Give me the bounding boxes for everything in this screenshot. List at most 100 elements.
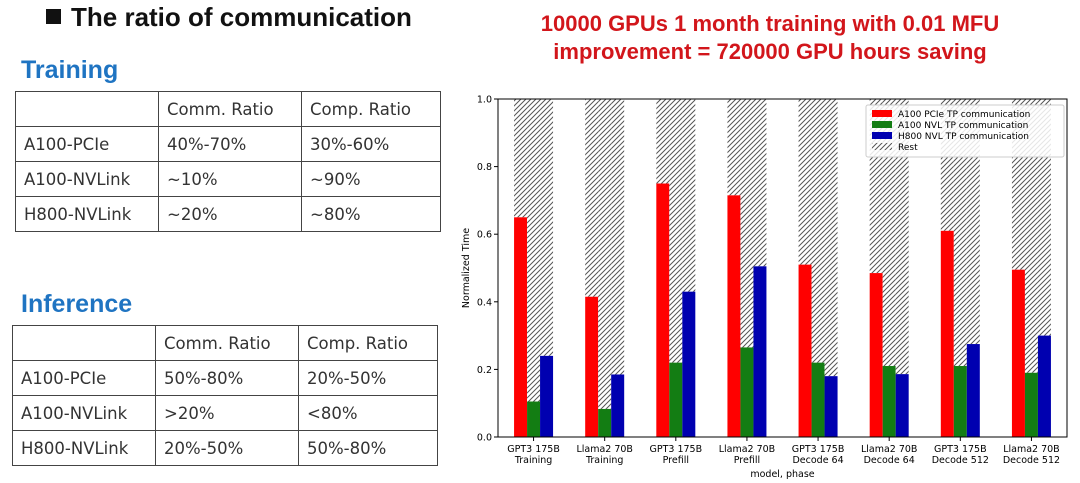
rest-bar [740, 99, 754, 348]
series-bar [540, 355, 554, 437]
x-tick-label: Prefill [663, 455, 689, 466]
table-row: H800-NVLink 20%-50% 50%-80% [12, 430, 438, 466]
inference-ratio-table: Comm. Ratio Comp. Ratio A100-PCIe 50%-80… [12, 325, 438, 466]
highlight-line-2: improvement = 720000 GPU hours saving [553, 39, 987, 64]
table-cell: ~20% [158, 196, 302, 232]
series-bar [953, 366, 967, 437]
table-cell: H800-NVLink [15, 196, 159, 232]
square-bullet-icon [46, 9, 61, 24]
table-header-cell [15, 91, 159, 127]
x-tick-label: Llama2 70B [1003, 444, 1060, 455]
series-bar [514, 217, 528, 437]
highlight-line-1: 10000 GPUs 1 month training with 0.01 MF… [540, 11, 1000, 36]
highlight-callout: 10000 GPUs 1 month training with 0.01 MF… [470, 10, 1070, 66]
slide-title-text: The ratio of communication [71, 2, 412, 32]
table-cell: 30%-60% [301, 126, 441, 162]
series-bar [1037, 335, 1051, 437]
table-header-row: Comm. Ratio Comp. Ratio [12, 325, 438, 361]
table-cell: A100-PCIe [15, 126, 159, 162]
table-cell: 20%-50% [298, 360, 438, 396]
y-tick-label: 0.2 [477, 365, 492, 376]
table-header-cell [12, 325, 156, 361]
inference-section-title: Inference [21, 290, 133, 318]
series-bar [611, 374, 625, 437]
rest-bar [527, 99, 541, 402]
x-tick-label: Training [585, 455, 624, 466]
table-cell: 50%-80% [155, 360, 299, 396]
rest-bar [727, 99, 741, 196]
x-tick-label: Decode 512 [1003, 455, 1060, 466]
table-row: H800-NVLink ~20% ~80% [15, 196, 441, 232]
x-tick-label: Decode 64 [792, 455, 843, 466]
rest-bar [882, 99, 896, 367]
table-cell: <80% [298, 395, 438, 431]
rest-bar [540, 99, 554, 356]
table-cell: 20%-50% [155, 430, 299, 466]
rest-bar [811, 99, 825, 363]
series-bar [869, 273, 883, 437]
training-ratio-table: Comm. Ratio Comp. Ratio A100-PCIe 40%-70… [15, 91, 441, 232]
series-bar [682, 291, 696, 437]
legend-swatch [872, 110, 892, 117]
x-tick-label: GPT3 175B [650, 444, 703, 455]
x-tick-label: Llama2 70B [719, 444, 776, 455]
rest-bar [966, 99, 980, 345]
rest-bar [611, 99, 625, 375]
legend-label: Rest [898, 143, 918, 153]
series-bar [740, 347, 754, 437]
x-tick-label: Decode 512 [932, 455, 989, 466]
table-cell: ~90% [301, 161, 441, 197]
series-bar [1024, 372, 1038, 437]
table-row: A100-PCIe 40%-70% 30%-60% [15, 126, 441, 162]
series-bar [798, 264, 812, 437]
series-bar [727, 195, 741, 437]
series-bar [753, 266, 767, 437]
series-bar [882, 366, 896, 437]
rest-bar [824, 99, 838, 377]
y-tick-label: 0.0 [477, 433, 492, 444]
table-cell: 50%-80% [298, 430, 438, 466]
rest-bar [1037, 99, 1051, 336]
training-section-title: Training [21, 56, 119, 84]
x-tick-label: Decode 64 [864, 455, 915, 466]
rest-bar [656, 99, 670, 184]
table-row: A100-NVLink ~10% ~90% [15, 161, 441, 197]
legend-swatch [872, 121, 892, 128]
x-axis-label: model, phase [750, 469, 814, 480]
x-tick-label: GPT3 175B [934, 444, 987, 455]
series-bar [824, 376, 838, 437]
rest-bar [895, 99, 909, 375]
y-tick-label: 0.6 [477, 230, 492, 241]
table-cell: A100-NVLink [15, 161, 159, 197]
table-cell: ~10% [158, 161, 302, 197]
rest-bar [598, 99, 612, 409]
legend-swatch [872, 143, 892, 150]
rest-bar [669, 99, 683, 363]
rest-bar [798, 99, 812, 265]
table-cell: A100-NVLink [12, 395, 156, 431]
series-bar [940, 230, 954, 437]
series-bar [598, 408, 612, 437]
table-cell: H800-NVLink [12, 430, 156, 466]
series-bar [585, 296, 599, 437]
table-cell: A100-PCIe [12, 360, 156, 396]
series-bar [527, 401, 541, 437]
table-row: A100-NVLink >20% <80% [12, 395, 438, 431]
legend-label: A100 NVL TP communication [898, 121, 1028, 131]
x-tick-label: Llama2 70B [861, 444, 918, 455]
slide-title: The ratio of communication [46, 2, 412, 33]
table-cell: ~80% [301, 196, 441, 232]
legend-label: A100 PCIe TP communication [898, 110, 1030, 120]
series-bar [656, 183, 670, 437]
table-header-row: Comm. Ratio Comp. Ratio [15, 91, 441, 127]
table-header-cell: Comp. Ratio [298, 325, 438, 361]
series-bar [1011, 269, 1025, 437]
table-header-cell: Comm. Ratio [158, 91, 302, 127]
rest-bar [585, 99, 599, 297]
series-bar [895, 374, 909, 437]
rest-bar [682, 99, 696, 292]
y-tick-label: 0.4 [477, 297, 492, 308]
rest-bar [953, 99, 967, 367]
table-header-cell: Comm. Ratio [155, 325, 299, 361]
